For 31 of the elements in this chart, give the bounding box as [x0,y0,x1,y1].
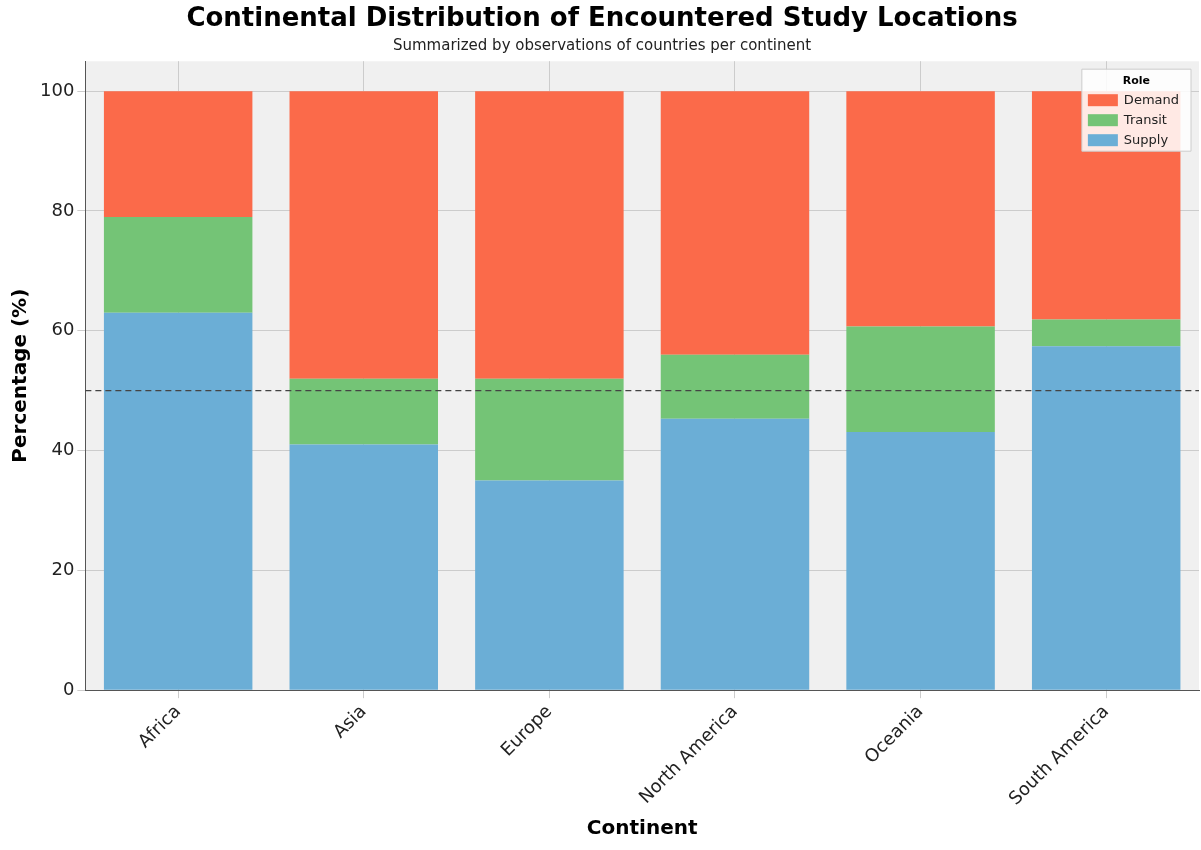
bar [289,91,439,379]
y-tick-label: 40 [51,438,75,460]
y-tick-label: 0 [62,677,75,699]
bar [1031,346,1181,690]
bar [846,91,995,327]
y-tick-label: 100 [40,78,75,100]
y-tick-label: 80 [51,198,75,220]
y-axis-title: Percentage (%) [7,288,32,463]
bar [660,418,810,690]
bar [846,432,995,690]
bar [103,91,253,217]
y-tick-label: 20 [51,558,75,580]
bar [475,480,624,690]
legend-label: Demand [1123,91,1180,107]
bar [846,326,995,432]
y-tick-label: 60 [51,318,75,340]
bar [475,91,624,379]
bar [660,91,810,355]
bar [103,312,253,690]
bar [103,216,253,313]
chart-title: Continental Distribution of Encountered Study Locations [186,2,1018,33]
bar [660,354,810,419]
bar [1031,319,1181,347]
legend-label: Transit [1122,111,1167,127]
bar [475,378,624,481]
bar [289,378,439,445]
x-axis-title: Continent [586,815,698,840]
legend-title: Role [1122,73,1151,87]
bar [289,444,439,690]
legend-label: Supply [1123,131,1169,147]
chart-subtitle: Summarized by observations of countries per continent [392,36,812,55]
